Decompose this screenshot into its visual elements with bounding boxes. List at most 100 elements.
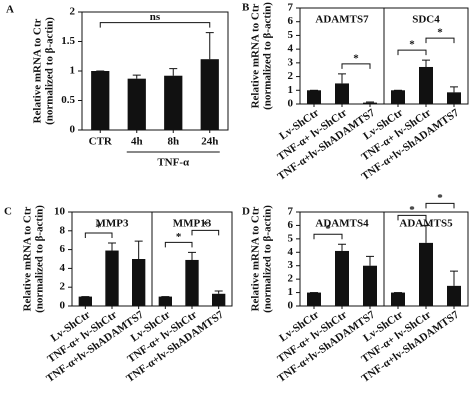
bar — [391, 292, 405, 306]
error-bar — [205, 32, 214, 60]
bar — [78, 296, 92, 306]
panel-label: B — [242, 2, 250, 14]
group-title: ADAMTS7 — [315, 14, 369, 26]
y-tick-label: 4 — [288, 246, 294, 258]
bar — [363, 102, 377, 104]
x-tick-label: CTR — [89, 136, 113, 148]
bar — [127, 78, 146, 130]
y-tick-label: 6 — [60, 243, 66, 255]
y-tick-label: 0.5 — [61, 94, 75, 106]
y-tick-label: 6 — [288, 219, 294, 231]
y-axis-label: Relative mRNA to Ctr — [22, 206, 34, 311]
significance-label: ns — [150, 11, 161, 23]
significance-label: * — [176, 231, 182, 243]
significance-bracket — [99, 22, 211, 28]
bar — [335, 250, 349, 306]
y-tick-label: 5 — [288, 29, 294, 41]
significance-bracket — [84, 232, 113, 239]
error-bar — [422, 59, 430, 67]
y-tick-label: 1 — [70, 65, 76, 77]
bar — [185, 259, 199, 306]
significance-label: * — [353, 52, 359, 64]
error-bar — [134, 240, 143, 259]
significance-label: * — [203, 219, 209, 231]
significance-bracket — [425, 37, 455, 44]
error-bar — [450, 270, 458, 286]
y-tick-label: 0 — [288, 300, 294, 312]
y-tick-label: 0 — [60, 300, 66, 312]
bar — [391, 90, 405, 104]
bar — [105, 250, 119, 306]
group-title: SDC4 — [412, 14, 440, 26]
bar — [447, 285, 461, 306]
y-tick-label: 7 — [288, 206, 294, 218]
y-tick-label: 2 — [288, 70, 294, 82]
bar — [158, 296, 172, 306]
y-tick-label: 3 — [288, 259, 294, 271]
significance-bracket — [425, 202, 455, 209]
error-bar — [188, 251, 196, 260]
significance-label: * — [409, 204, 415, 216]
y-tick-label: 1.5 — [61, 35, 75, 47]
bar — [200, 59, 219, 131]
y-tick-label: 10 — [54, 206, 66, 218]
significance-bracket — [313, 233, 343, 240]
y-axis-label: (normalized to β-actin) — [34, 205, 46, 313]
significance-bracket — [341, 63, 371, 69]
bar — [363, 265, 377, 306]
y-axis-label: Relative mRNA to Ctr — [250, 206, 262, 311]
y-tick-label: 2 — [288, 273, 294, 285]
bar — [307, 292, 321, 306]
y-tick-label: 0 — [288, 98, 294, 110]
error-bar — [108, 242, 116, 251]
y-tick-label: 2 — [70, 6, 76, 18]
x-tick-label: 24h — [201, 136, 218, 148]
y-axis-label: (normalized to β-actin) — [44, 17, 56, 125]
significance-label: * — [437, 192, 443, 204]
y-axis-label: Relative mRNA to Ctr — [32, 18, 44, 123]
y-tick-label: 4 — [288, 43, 294, 55]
bar — [419, 242, 433, 306]
y-tick-label: 6 — [288, 15, 294, 27]
y-tick-label: 4 — [60, 262, 66, 274]
bar — [447, 92, 461, 104]
bar — [307, 90, 321, 104]
bar — [419, 66, 433, 104]
x-tick-label: 8h — [167, 136, 179, 148]
y-tick-label: 1 — [288, 84, 294, 96]
group-title: MMP13 — [173, 218, 212, 230]
error-bar — [366, 255, 374, 266]
group-label: TNF-α — [157, 157, 190, 169]
bar — [132, 259, 146, 306]
bar — [335, 83, 349, 104]
error-bar — [132, 74, 141, 79]
panel-label: D — [242, 206, 250, 218]
error-bar — [366, 101, 374, 103]
error-bar — [214, 290, 223, 294]
y-tick-label: 7 — [288, 2, 294, 14]
error-bar — [450, 86, 458, 93]
y-tick-label: 0 — [70, 124, 76, 136]
significance-bracket — [397, 214, 427, 221]
y-axis-label: (normalized to β-actin) — [262, 205, 274, 313]
error-bar — [422, 224, 430, 243]
bar — [91, 71, 110, 130]
bar — [164, 75, 183, 130]
panel-label: A — [6, 4, 14, 16]
group-title: MMP3 — [96, 218, 129, 230]
group-title: ADAMTS5 — [399, 218, 453, 230]
y-tick-label: 8 — [60, 224, 66, 236]
error-bar — [338, 243, 346, 251]
y-tick-label: 3 — [288, 56, 294, 68]
y-axis-label: Relative mRNA to Ctr — [250, 3, 262, 108]
error-bar — [338, 73, 346, 84]
error-bar — [169, 68, 178, 76]
plot-frame — [81, 11, 229, 131]
y-tick-label: 1 — [288, 286, 294, 298]
significance-label: * — [325, 223, 331, 235]
y-tick-label: 2 — [60, 281, 66, 293]
significance-bracket — [191, 229, 220, 236]
y-axis-label: (normalized to β-actin) — [262, 2, 274, 110]
significance-label: * — [409, 39, 415, 51]
